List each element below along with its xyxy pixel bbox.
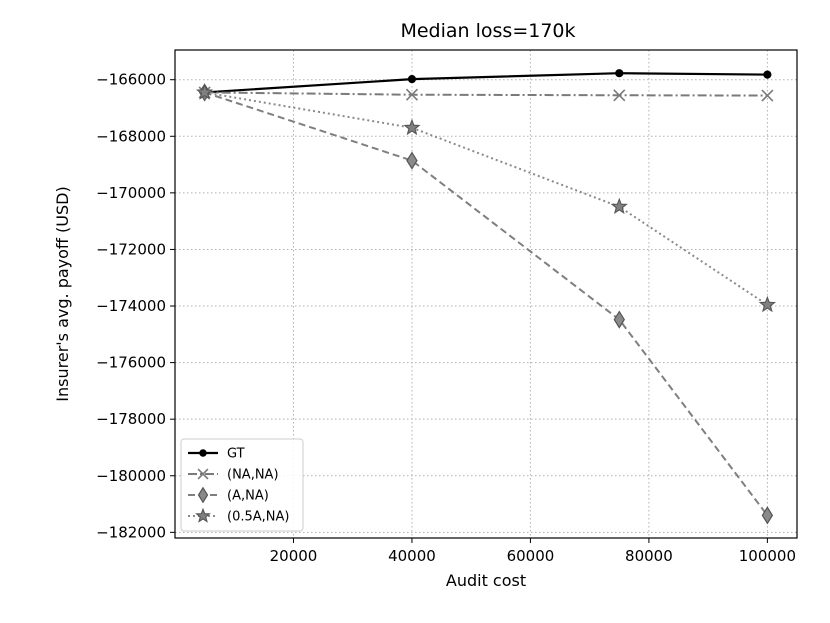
point-marker bbox=[196, 83, 214, 100]
x-tick-label: 20000 bbox=[270, 547, 318, 565]
x-tick-label: 80000 bbox=[625, 547, 673, 565]
y-tick-label: −166000 bbox=[96, 71, 166, 89]
legend-label: (A,NA) bbox=[227, 489, 269, 504]
legend-item: (A,NA) bbox=[188, 486, 269, 504]
point-marker bbox=[761, 89, 774, 102]
point-marker bbox=[197, 486, 209, 504]
x-tick-label: 60000 bbox=[507, 547, 555, 565]
series-line bbox=[204, 91, 768, 306]
point-marker bbox=[763, 70, 772, 79]
plot-frame bbox=[174, 49, 798, 539]
x-tick-label: 100000 bbox=[739, 547, 796, 565]
series-layer bbox=[196, 69, 776, 525]
y-axis-label: Insurer's avg. payoff (USD) bbox=[53, 186, 72, 401]
legend-item: GT bbox=[188, 447, 245, 462]
legend-box bbox=[180, 438, 304, 532]
point-marker bbox=[758, 295, 776, 313]
y-tick-label: −180000 bbox=[96, 467, 166, 485]
y-tick-label: −168000 bbox=[96, 127, 166, 145]
tick-layer: 20000 40000 60000 80000 100000 −166000 −168000… bbox=[96, 71, 796, 565]
legend-label: (NA,NA) bbox=[227, 468, 279, 483]
legend-item: (NA,NA) bbox=[188, 468, 279, 483]
point-marker bbox=[406, 151, 418, 170]
point-marker bbox=[195, 507, 211, 523]
point-marker bbox=[407, 75, 417, 84]
legend-label: (0.5A,NA) bbox=[227, 510, 289, 525]
series-gt bbox=[200, 69, 772, 97]
point-marker bbox=[615, 69, 624, 78]
y-tick-label: −176000 bbox=[96, 354, 166, 372]
chart-title: Median loss=170k bbox=[400, 20, 575, 42]
legend-label: GT bbox=[227, 447, 245, 462]
y-tick-label: −172000 bbox=[96, 240, 166, 258]
legend-item: (0.5A,NA) bbox=[188, 507, 289, 525]
point-marker bbox=[197, 468, 209, 480]
y-tick-label: −170000 bbox=[96, 184, 166, 202]
x-tick-label: 40000 bbox=[388, 547, 436, 565]
point-marker bbox=[613, 89, 626, 102]
y-tick-label: −178000 bbox=[96, 410, 166, 428]
point-marker bbox=[761, 506, 774, 525]
series--0-5a-na- bbox=[196, 83, 776, 313]
series-line bbox=[204, 72, 768, 94]
y-tick-label: −182000 bbox=[96, 523, 166, 541]
series-line bbox=[204, 91, 768, 97]
point-marker bbox=[199, 449, 207, 457]
point-marker bbox=[610, 197, 628, 215]
point-marker bbox=[403, 118, 421, 136]
point-marker bbox=[613, 310, 625, 329]
x-axis-label: Audit cost bbox=[446, 571, 526, 590]
y-tick-label: −174000 bbox=[96, 297, 166, 315]
point-marker bbox=[405, 88, 419, 101]
legend: GT (NA,NA) (A,NA) (0.5A,NA) bbox=[180, 438, 304, 532]
